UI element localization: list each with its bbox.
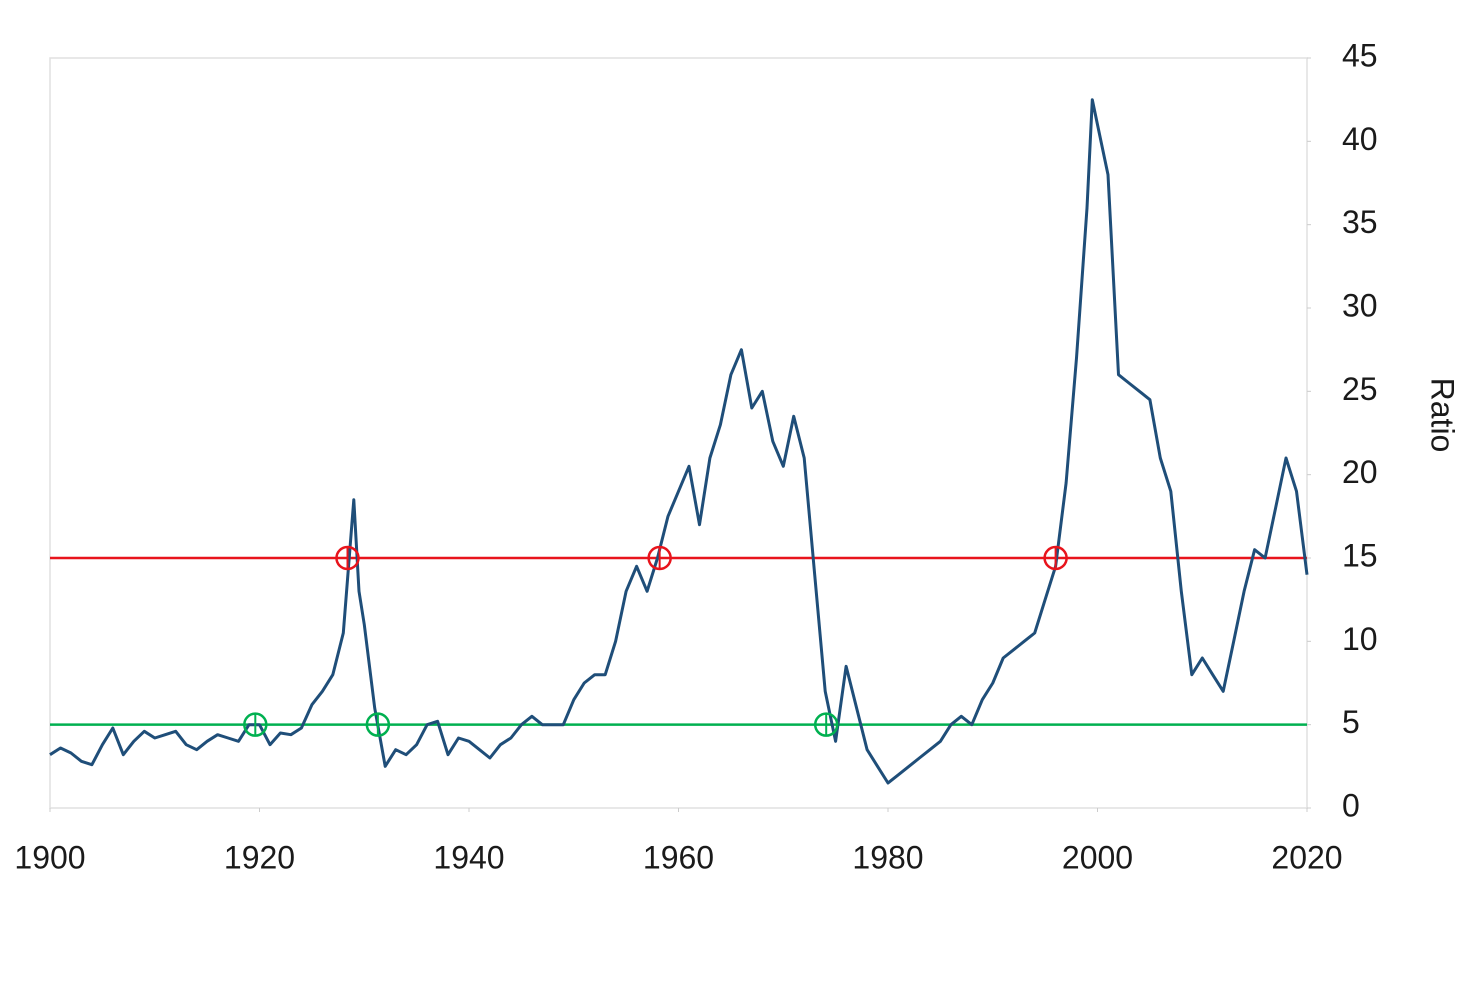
y-tick-label: 20 [1342, 454, 1378, 490]
x-tick-label: 2020 [1271, 839, 1342, 875]
y-tick-label: 15 [1342, 537, 1378, 573]
y-tick-label: 30 [1342, 287, 1378, 323]
y-tick-label: 25 [1342, 371, 1378, 407]
plot-frame [49, 57, 1308, 809]
y-tick-label: 45 [1342, 37, 1378, 73]
x-tick-label: 1940 [433, 839, 504, 875]
y-tick-label: 5 [1342, 704, 1360, 740]
y-tick-label: 35 [1342, 204, 1378, 240]
x-tick-label: 1920 [224, 839, 295, 875]
x-tick-label: 1900 [14, 839, 85, 875]
y-tick-label: 10 [1342, 621, 1378, 657]
data-line [49, 98, 1309, 785]
y-tick-label: 0 [1342, 787, 1360, 823]
y-axis-label: Ratio [1425, 378, 1461, 453]
x-tick-label: 2000 [1062, 839, 1133, 875]
y-tick-label: 40 [1342, 121, 1378, 157]
x-tick-label: 1980 [852, 839, 923, 875]
x-tick-label: 1960 [643, 839, 714, 875]
